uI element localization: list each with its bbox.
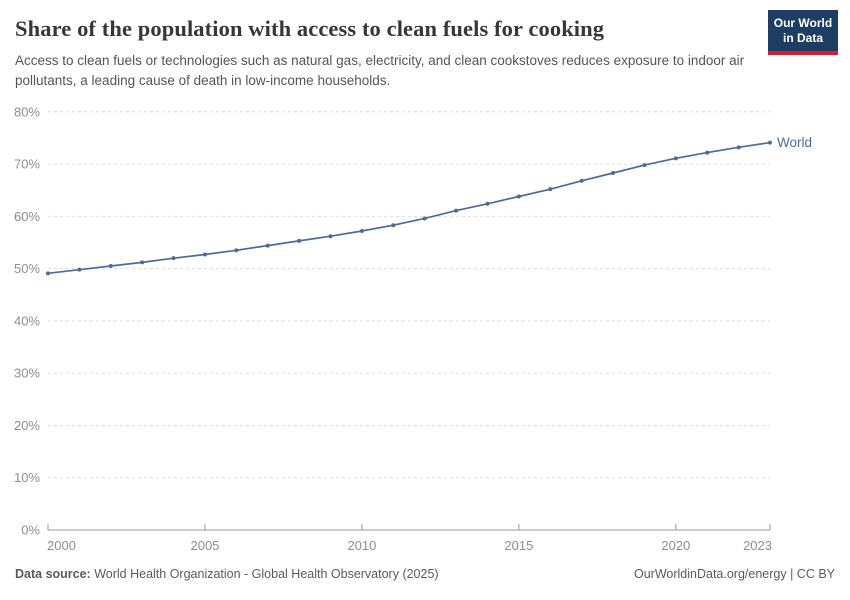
- data-point[interactable]: [579, 178, 584, 183]
- data-point[interactable]: [265, 243, 270, 248]
- owid-logo-line1: Our World: [773, 16, 833, 30]
- chart-subtitle: Access to clean fuels or technologies su…: [15, 53, 745, 89]
- x-axis-label: 2000: [47, 538, 76, 553]
- y-axis-label: 60%: [14, 209, 40, 224]
- data-point[interactable]: [46, 271, 50, 276]
- line-chart-svg: 0% 10% 20% 30% 40% 50% 60% 70% 80% 2000 2005 2010 20…: [14, 104, 812, 553]
- y-axis-label: 70%: [14, 157, 40, 172]
- data-point[interactable]: [642, 163, 647, 168]
- data-point[interactable]: [673, 156, 678, 161]
- chart-footer: Data source: World Health Organization -…: [15, 567, 835, 581]
- x-axis-label: 2005: [190, 538, 219, 553]
- y-axis-label: 50%: [14, 261, 40, 276]
- data-point[interactable]: [422, 216, 427, 221]
- series-label-world: World: [777, 135, 812, 150]
- data-point[interactable]: [171, 256, 176, 261]
- chart-header: Share of the population with access to c…: [15, 16, 835, 92]
- data-point[interactable]: [516, 194, 521, 199]
- data-point[interactable]: [736, 145, 741, 150]
- data-point[interactable]: [768, 140, 772, 145]
- data-point[interactable]: [202, 252, 207, 257]
- data-point[interactable]: [548, 187, 553, 192]
- data-point[interactable]: [485, 201, 490, 206]
- y-axis-label: 40%: [14, 313, 40, 328]
- x-axis-label: 2015: [504, 538, 533, 553]
- data-point[interactable]: [297, 238, 302, 243]
- x-axis-label: 2020: [661, 538, 690, 553]
- x-axis-label: 2023: [743, 538, 772, 553]
- data-source: Data source: World Health Organization -…: [15, 567, 439, 581]
- x-axis-label: 2010: [347, 538, 376, 553]
- data-point[interactable]: [705, 150, 710, 155]
- line-chart[interactable]: 0% 10% 20% 30% 40% 50% 60% 70% 80% 2000 2005 2010 20…: [0, 98, 850, 563]
- data-point[interactable]: [77, 267, 82, 272]
- y-axis-label: 20%: [14, 418, 40, 433]
- data-source-text: World Health Organization - Global Healt…: [90, 567, 439, 581]
- owid-logo-line2: in Data: [782, 31, 823, 45]
- data-point[interactable]: [391, 223, 396, 228]
- y-axis-label: 0%: [21, 523, 40, 538]
- owid-logo[interactable]: Our World in Data: [768, 10, 838, 55]
- data-point[interactable]: [108, 264, 113, 269]
- data-source-label: Data source:: [15, 567, 91, 581]
- y-axis-label: 30%: [14, 366, 40, 381]
- y-axis-label: 10%: [14, 470, 40, 485]
- series-line-world: [47, 141, 771, 275]
- page-title: Share of the population with access to c…: [15, 16, 605, 41]
- data-point[interactable]: [454, 208, 459, 213]
- data-point[interactable]: [611, 170, 616, 175]
- y-axis-label: 80%: [14, 104, 40, 119]
- license-text[interactable]: OurWorldinData.org/energy | CC BY: [633, 567, 835, 581]
- data-point[interactable]: [140, 260, 145, 265]
- data-point[interactable]: [328, 234, 333, 239]
- data-point[interactable]: [234, 248, 239, 253]
- data-point[interactable]: [359, 228, 364, 233]
